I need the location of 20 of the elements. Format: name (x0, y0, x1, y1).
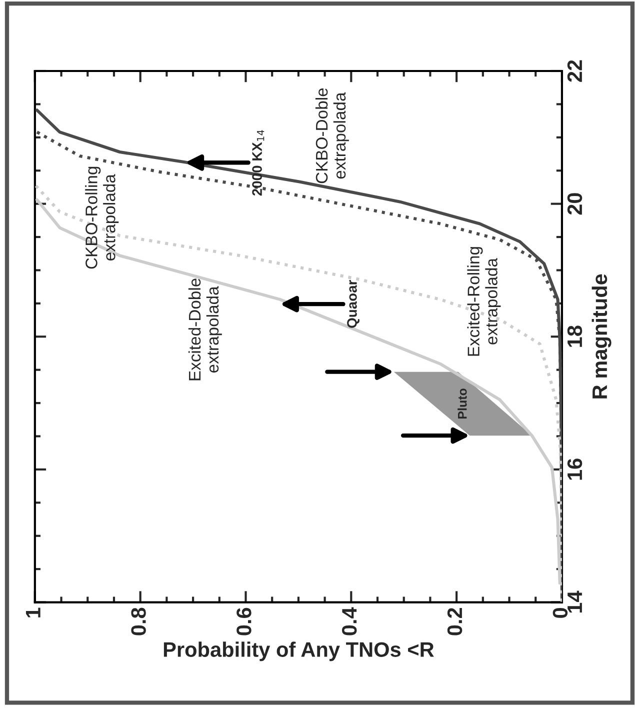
x-tick-label: 0 (552, 608, 568, 618)
y-tick-label: 22 (567, 60, 582, 82)
y-tick-label: 14 (568, 590, 582, 613)
y-tick-label: 18 (567, 326, 582, 347)
annotation: Quaoar (347, 280, 360, 328)
y-axis-title: R magnitude (592, 274, 612, 398)
x-tick-label: 0.8 (131, 608, 146, 636)
annotation: 2000 KX$_{14}$ (252, 130, 264, 196)
x-tick-label: 0.6 (236, 608, 252, 636)
annotation: Excited-Rolling extrapolada (467, 247, 501, 356)
annotation: Pluto (458, 388, 467, 418)
x-tick-label: 0.2 (447, 608, 462, 636)
annotation: CKBO-Rolling extrapolada (85, 166, 119, 269)
x-axis-title: Probability of Any TNOs <R (164, 642, 434, 662)
annotation: Excited-Doble extrapolada (188, 278, 222, 380)
x-tick-label: 0.4 (342, 607, 357, 636)
annotation: CKBO-Doble extrapolada (315, 88, 349, 184)
y-tick-label: 20 (567, 193, 582, 215)
y-tick-label: 16 (567, 458, 582, 480)
x-tick-label: 1 (26, 608, 40, 618)
